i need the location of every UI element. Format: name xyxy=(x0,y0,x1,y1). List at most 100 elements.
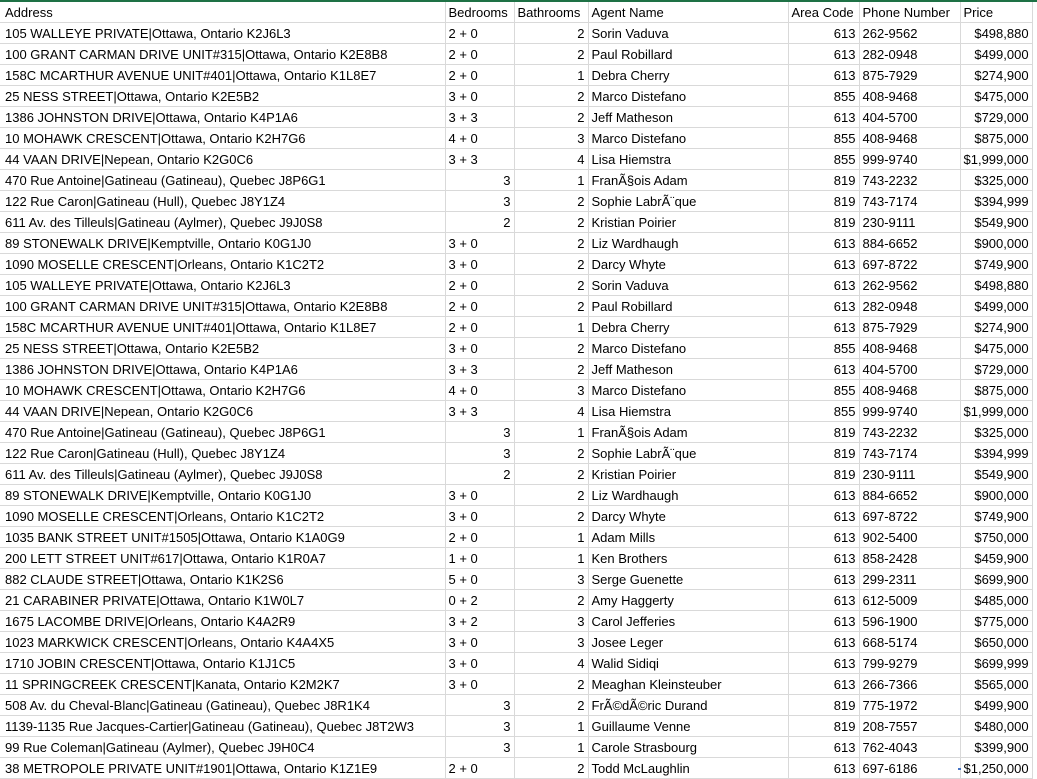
column-header-area-code[interactable]: Area Code xyxy=(788,2,860,23)
phone-number-cell[interactable]: 884-6652 xyxy=(859,484,961,506)
address-cell[interactable]: 200 LETT STREET UNIT#617|Ottawa, Ontario… xyxy=(0,547,446,569)
bedrooms-cell[interactable]: 3 + 0 xyxy=(445,652,515,674)
phone-number-cell[interactable]: 743-7174 xyxy=(859,190,961,212)
price-cell[interactable]: $749,900 xyxy=(960,505,1033,527)
phone-number-cell[interactable]: 262-9562 xyxy=(859,274,961,296)
address-cell[interactable]: 1090 MOSELLE CRESCENT|Orleans, Ontario K… xyxy=(0,253,446,275)
agent-name-cell[interactable]: Marco Distefano xyxy=(588,337,789,359)
phone-number-cell[interactable]: 282-0948 xyxy=(859,43,961,65)
address-cell[interactable]: 1675 LACOMBE DRIVE|Orleans, Ontario K4A2… xyxy=(0,610,446,632)
address-cell[interactable]: 38 METROPOLE PRIVATE UNIT#1901|Ottawa, O… xyxy=(0,757,446,779)
bathrooms-cell[interactable]: 2 xyxy=(514,694,589,716)
phone-number-cell[interactable]: 743-2232 xyxy=(859,421,961,443)
address-cell[interactable]: 158C MCARTHUR AVENUE UNIT#401|Ottawa, On… xyxy=(0,64,446,86)
phone-number-cell[interactable]: 596-1900 xyxy=(859,610,961,632)
price-cell[interactable]: $480,000 xyxy=(960,715,1033,737)
agent-name-cell[interactable]: Darcy Whyte xyxy=(588,505,789,527)
area-code-cell[interactable]: 613 xyxy=(788,22,860,44)
address-cell[interactable]: 100 GRANT CARMAN DRIVE UNIT#315|Ottawa, … xyxy=(0,43,446,65)
bedrooms-cell[interactable]: 2 + 0 xyxy=(445,22,515,44)
column-header-address[interactable]: Address xyxy=(0,2,446,23)
area-code-cell[interactable]: 819 xyxy=(788,463,860,485)
price-cell[interactable]: $499,900 xyxy=(960,694,1033,716)
address-cell[interactable]: 1386 JOHNSTON DRIVE|Ottawa, Ontario K4P1… xyxy=(0,106,446,128)
price-cell[interactable]: $775,000 xyxy=(960,610,1033,632)
bathrooms-cell[interactable]: 3 xyxy=(514,631,589,653)
phone-number-cell[interactable]: 858-2428 xyxy=(859,547,961,569)
bathrooms-cell[interactable]: 4 xyxy=(514,652,589,674)
bedrooms-cell[interactable]: 2 + 0 xyxy=(445,316,515,338)
area-code-cell[interactable]: 613 xyxy=(788,652,860,674)
address-cell[interactable]: 44 VAAN DRIVE|Nepean, Ontario K2G0C6 xyxy=(0,400,446,422)
bathrooms-cell[interactable]: 1 xyxy=(514,316,589,338)
bathrooms-cell[interactable]: 2 xyxy=(514,673,589,695)
area-code-cell[interactable]: 855 xyxy=(788,85,860,107)
bathrooms-cell[interactable]: 2 xyxy=(514,589,589,611)
phone-number-cell[interactable]: 743-7174 xyxy=(859,442,961,464)
address-cell[interactable]: 122 Rue Caron|Gatineau (Hull), Quebec J8… xyxy=(0,442,446,464)
price-cell[interactable]: $459,900 xyxy=(960,547,1033,569)
bathrooms-cell[interactable]: 2 xyxy=(514,358,589,380)
area-code-cell[interactable]: 613 xyxy=(788,43,860,65)
address-cell[interactable]: 508 Av. du Cheval-Blanc|Gatineau (Gatine… xyxy=(0,694,446,716)
phone-number-cell[interactable]: 230-9111 xyxy=(859,463,961,485)
agent-name-cell[interactable]: Kristian Poirier xyxy=(588,211,789,233)
bedrooms-cell[interactable]: 3 + 0 xyxy=(445,253,515,275)
phone-number-cell[interactable]: 282-0948 xyxy=(859,295,961,317)
bathrooms-cell[interactable]: 1 xyxy=(514,547,589,569)
bedrooms-cell[interactable]: 3 xyxy=(445,190,515,212)
price-cell[interactable]: $750,000 xyxy=(960,526,1033,548)
address-cell[interactable]: 21 CARABINER PRIVATE|Ottawa, Ontario K1W… xyxy=(0,589,446,611)
price-cell[interactable]: $498,880 xyxy=(960,22,1033,44)
bathrooms-cell[interactable]: 1 xyxy=(514,715,589,737)
price-cell[interactable]: $900,000 xyxy=(960,232,1033,254)
address-cell[interactable]: 1386 JOHNSTON DRIVE|Ottawa, Ontario K4P1… xyxy=(0,358,446,380)
area-code-cell[interactable]: 613 xyxy=(788,484,860,506)
address-cell[interactable]: 1139-1135 Rue Jacques-Cartier|Gatineau (… xyxy=(0,715,446,737)
agent-name-cell[interactable]: Ken Brothers xyxy=(588,547,789,569)
area-code-cell[interactable]: 855 xyxy=(788,127,860,149)
area-code-cell[interactable]: 613 xyxy=(788,295,860,317)
price-cell[interactable]: $565,000 xyxy=(960,673,1033,695)
price-cell[interactable]: $394,999 xyxy=(960,442,1033,464)
bathrooms-cell[interactable]: 1 xyxy=(514,526,589,548)
agent-name-cell[interactable]: Jeff Matheson xyxy=(588,358,789,380)
phone-number-cell[interactable]: 262-9562 xyxy=(859,22,961,44)
bathrooms-cell[interactable]: 2 xyxy=(514,85,589,107)
bedrooms-cell[interactable]: 2 + 0 xyxy=(445,64,515,86)
bedrooms-cell[interactable]: 4 + 0 xyxy=(445,127,515,149)
area-code-cell[interactable]: 855 xyxy=(788,400,860,422)
bathrooms-cell[interactable]: 3 xyxy=(514,568,589,590)
address-cell[interactable]: 470 Rue Antoine|Gatineau (Gatineau), Que… xyxy=(0,169,446,191)
agent-name-cell[interactable]: Todd McLaughlin xyxy=(588,757,789,779)
area-code-cell[interactable]: 855 xyxy=(788,337,860,359)
phone-number-cell[interactable]: 762-4043 xyxy=(859,736,961,758)
bathrooms-cell[interactable]: 4 xyxy=(514,148,589,170)
price-cell[interactable]: $650,000 xyxy=(960,631,1033,653)
price-cell[interactable]: $475,000 xyxy=(960,337,1033,359)
price-cell[interactable]: $699,900 xyxy=(960,568,1033,590)
bathrooms-cell[interactable]: 3 xyxy=(514,379,589,401)
bathrooms-cell[interactable]: 2 xyxy=(514,337,589,359)
phone-number-cell[interactable]: 875-7929 xyxy=(859,316,961,338)
area-code-cell[interactable]: 855 xyxy=(788,148,860,170)
address-cell[interactable]: 158C MCARTHUR AVENUE UNIT#401|Ottawa, On… xyxy=(0,316,446,338)
bathrooms-cell[interactable]: 2 xyxy=(514,253,589,275)
address-cell[interactable]: 25 NESS STREET|Ottawa, Ontario K2E5B2 xyxy=(0,337,446,359)
price-cell[interactable]: $499,000 xyxy=(960,295,1033,317)
bedrooms-cell[interactable]: 2 + 0 xyxy=(445,295,515,317)
area-code-cell[interactable]: 613 xyxy=(788,106,860,128)
bedrooms-cell[interactable]: 3 + 2 xyxy=(445,610,515,632)
phone-number-cell[interactable]: 697-8722 xyxy=(859,505,961,527)
address-cell[interactable]: 105 WALLEYE PRIVATE|Ottawa, Ontario K2J6… xyxy=(0,22,446,44)
agent-name-cell[interactable]: Lisa Hiemstra xyxy=(588,148,789,170)
bedrooms-cell[interactable]: 3 + 3 xyxy=(445,148,515,170)
phone-number-cell[interactable]: 208-7557 xyxy=(859,715,961,737)
phone-number-cell[interactable]: 775-1972 xyxy=(859,694,961,716)
agent-name-cell[interactable]: Sophie LabrÃ¨que xyxy=(588,442,789,464)
bedrooms-cell[interactable]: 3 + 0 xyxy=(445,337,515,359)
phone-number-cell[interactable]: 404-5700 xyxy=(859,106,961,128)
price-cell[interactable]: $325,000 xyxy=(960,421,1033,443)
bedrooms-cell[interactable]: 2 + 0 xyxy=(445,757,515,779)
agent-name-cell[interactable]: Sophie LabrÃ¨que xyxy=(588,190,789,212)
